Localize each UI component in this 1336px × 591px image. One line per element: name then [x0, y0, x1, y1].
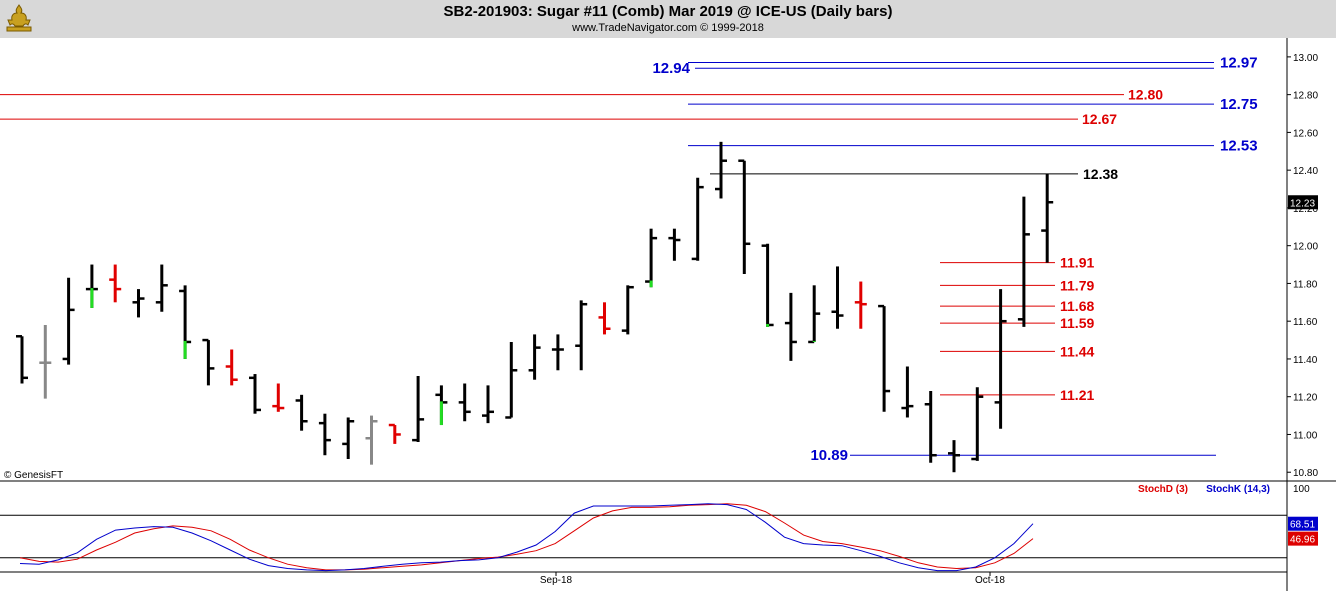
ohlc-bar — [924, 391, 937, 463]
ohlc-bar — [598, 302, 611, 335]
ohlc-bar — [901, 366, 914, 418]
level-label: 12.97 — [1220, 55, 1258, 72]
stoch-k-line — [19, 503, 1034, 572]
ohlc-bar — [505, 341, 518, 419]
level-label: 12.67 — [1082, 111, 1117, 127]
y-tick-label: 11.60 — [1293, 317, 1318, 328]
y-tick-label: 12.80 — [1293, 91, 1318, 102]
level-label: 11.44 — [1060, 343, 1094, 359]
ohlc-bar — [435, 385, 448, 426]
ohlc-bar — [971, 387, 984, 461]
ohlc-bar — [808, 285, 821, 344]
stoch-d-value-box — [1288, 531, 1318, 546]
ohlc-bar — [551, 334, 564, 371]
ohlc-bar — [738, 159, 751, 274]
price-pane: 12.97 12.94 12.80 12.75 12.67 12.53 12.38 11.91… — [0, 55, 1258, 473]
y-tick-label: 11.40 — [1293, 355, 1318, 366]
last-price-box — [1288, 195, 1318, 210]
level-label: 12.53 — [1220, 138, 1258, 155]
level-label: 11.59 — [1060, 315, 1094, 331]
ohlc-bar — [1017, 196, 1030, 327]
level-label: 11.21 — [1060, 387, 1094, 403]
ohlc-bar — [878, 304, 891, 412]
ohlc-bar — [668, 228, 681, 261]
ohlc-bar — [365, 415, 378, 465]
last-price-label: 12.23 — [1290, 198, 1315, 209]
level-label: 12.38 — [1083, 166, 1118, 182]
stoch-d-value: 46.96 — [1290, 535, 1315, 546]
level-label: 11.68 — [1060, 298, 1094, 314]
y-tick-label: 13.00 — [1293, 53, 1318, 64]
stoch-k-value: 68.51 — [1290, 520, 1315, 531]
level-label: 12.94 — [652, 60, 690, 77]
ohlc-bar — [132, 289, 145, 318]
level-label: 11.79 — [1060, 277, 1094, 293]
ohlc-bar — [761, 243, 774, 327]
ohlc-bar — [1041, 173, 1054, 263]
ohlc-bar — [831, 266, 844, 329]
ohlc-bar — [575, 300, 588, 371]
ohlc-bar — [318, 413, 331, 456]
ohlc-bar — [412, 375, 425, 443]
ohlc-bar — [202, 338, 215, 386]
y-tick-label: 10.80 — [1293, 468, 1318, 479]
ohlc-bar — [85, 264, 98, 308]
trade-navigator-logo-icon — [6, 4, 32, 32]
y-tick-label: 12.20 — [1293, 204, 1318, 215]
title-bar: SB2-201903: Sugar #11 (Comb) Mar 2019 @ … — [0, 0, 1336, 38]
ohlc-bar — [62, 277, 75, 365]
chart-subtitle: www.TradeNavigator.com © 1999-2018 — [572, 22, 764, 34]
level-label: 12.80 — [1128, 87, 1163, 103]
ohlc-bar — [179, 285, 192, 359]
ohlc-bar — [249, 374, 261, 414]
y-tick-label: 12.60 — [1293, 128, 1318, 139]
ohlc-bar — [715, 141, 727, 199]
level-label: 11.91 — [1060, 255, 1094, 271]
y-tick-label: 11.00 — [1293, 430, 1318, 441]
chart-title: SB2-201903: Sugar #11 (Comb) Mar 2019 @ … — [443, 3, 893, 20]
ohlc-bar — [528, 334, 541, 380]
ohlc-bar — [621, 285, 634, 335]
stochastic-pane — [0, 503, 1287, 572]
ohlc-bar — [482, 385, 494, 424]
ohlc-bar — [948, 440, 960, 473]
ohlc-bar — [854, 281, 867, 329]
x-tick-label: Oct-18 — [975, 575, 1005, 586]
stoch-y-tick-label: 100 — [1293, 484, 1310, 495]
ohlc-bar — [645, 228, 658, 288]
ohlc-bar — [272, 383, 285, 412]
ohlc-bar — [994, 289, 1007, 429]
ohlc-bar — [39, 324, 52, 399]
ohlc-bar — [691, 177, 704, 261]
watermark: © GenesisFT — [4, 470, 63, 481]
x-tick-label: Sep-18 — [540, 575, 573, 586]
ohlc-bar — [155, 264, 168, 312]
stoch-k-legend: StochK (14,3) — [1206, 484, 1270, 495]
ohlc-bar — [784, 292, 797, 361]
stoch-d-line — [19, 503, 1034, 571]
stoch-d-legend: StochD (3) — [1138, 484, 1188, 495]
ohlc-bar — [295, 394, 308, 431]
ohlc-bar — [109, 264, 122, 303]
y-tick-label: 12.40 — [1293, 166, 1318, 177]
stoch-k-value-box — [1288, 516, 1318, 531]
chart-area: 12.97 12.94 12.80 12.75 12.67 12.53 12.38 11.91… — [0, 38, 1336, 591]
ohlc-bar — [342, 417, 355, 460]
y-tick-label: 11.80 — [1293, 279, 1318, 290]
ohlc-bar — [16, 335, 28, 384]
level-label: 10.89 — [810, 447, 848, 464]
level-label: 12.75 — [1220, 96, 1258, 113]
ohlc-bar — [388, 423, 401, 444]
y-tick-label: 11.20 — [1293, 393, 1318, 404]
ohlc-bar — [225, 349, 238, 386]
y-tick-label: 12.00 — [1293, 242, 1318, 253]
ohlc-bar — [458, 383, 471, 422]
